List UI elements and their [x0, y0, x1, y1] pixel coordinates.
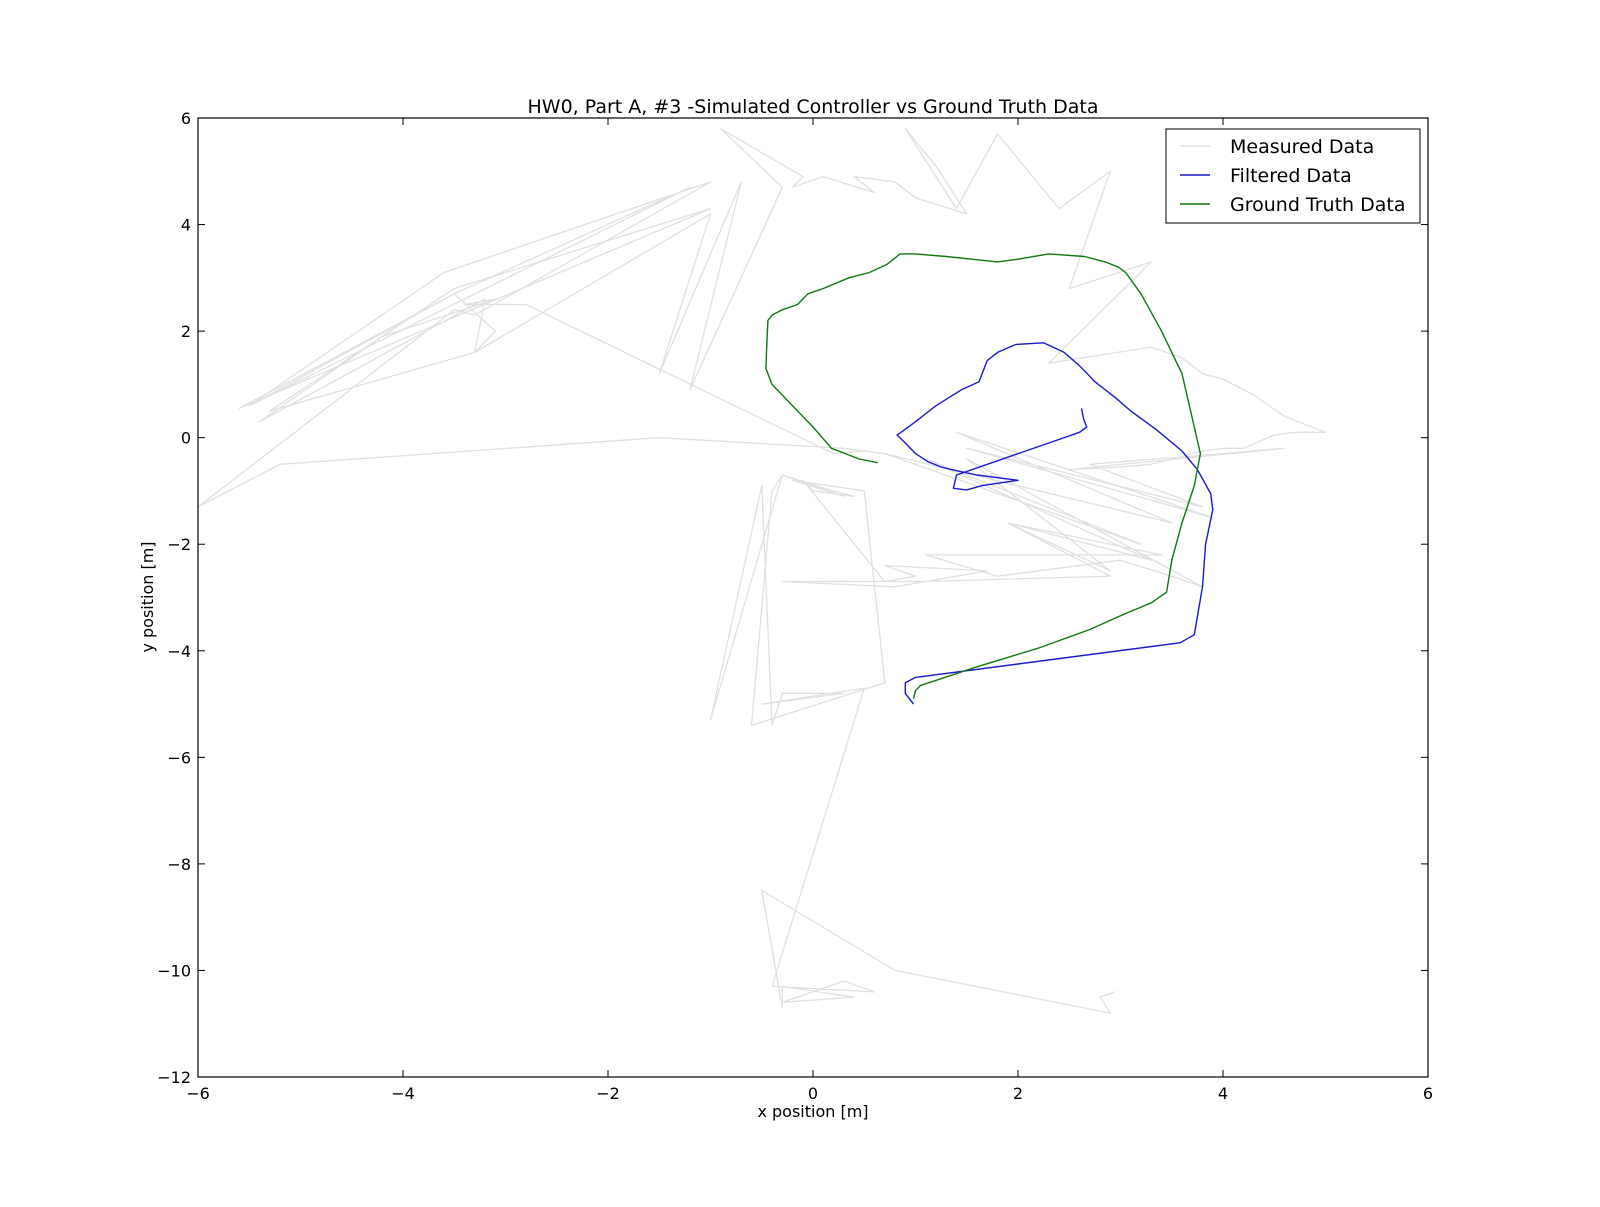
series-layer: [197, 128, 1327, 1014]
x-tick-label: −2: [596, 1084, 620, 1103]
legend-label-2: Ground Truth Data: [1230, 194, 1406, 216]
x-tick-label: 0: [808, 1084, 818, 1103]
x-tick-label: 4: [1218, 1084, 1228, 1103]
y-axis: −12 −10 −8 −6 −4 −2 0 2 4 6: [157, 109, 1428, 1087]
y-tick-label: −2: [167, 535, 191, 554]
x-tick-label: 6: [1423, 1084, 1433, 1103]
series-line-1: [896, 342, 1214, 705]
chart-title: HW0, Part A, #3 -Simulated Controller vs…: [528, 96, 1099, 118]
legend-label-0: Measured Data: [1230, 136, 1374, 158]
y-tick-label: −4: [167, 642, 191, 661]
y-tick-label: 2: [181, 322, 191, 341]
y-tick-label: −6: [167, 748, 191, 767]
legend-label-1: Filtered Data: [1230, 165, 1352, 187]
y-tick-label: 0: [181, 429, 191, 448]
legend: Measured Data Filtered Data Ground Truth D…: [1165, 128, 1421, 224]
y-tick-label: −10: [157, 961, 191, 980]
x-tick-label: −6: [186, 1084, 210, 1103]
y-tick-label: −12: [157, 1068, 191, 1087]
x-axis: −6 −4 −2 0 2 4 6: [186, 118, 1433, 1103]
y-tick-label: 6: [181, 109, 191, 128]
x-tick-label: 2: [1013, 1084, 1023, 1103]
legend-box: [1165, 128, 1421, 224]
y-axis-title: y position [m]: [138, 541, 157, 652]
x-axis-title: x position [m]: [757, 1102, 868, 1121]
y-tick-label: 4: [181, 216, 191, 235]
plot-area-frame: [197, 117, 1429, 1078]
x-tick-label: −4: [391, 1084, 415, 1103]
series-line-0: [197, 128, 1327, 1014]
y-tick-label: −8: [167, 855, 191, 874]
series-line-2: [765, 253, 1202, 699]
